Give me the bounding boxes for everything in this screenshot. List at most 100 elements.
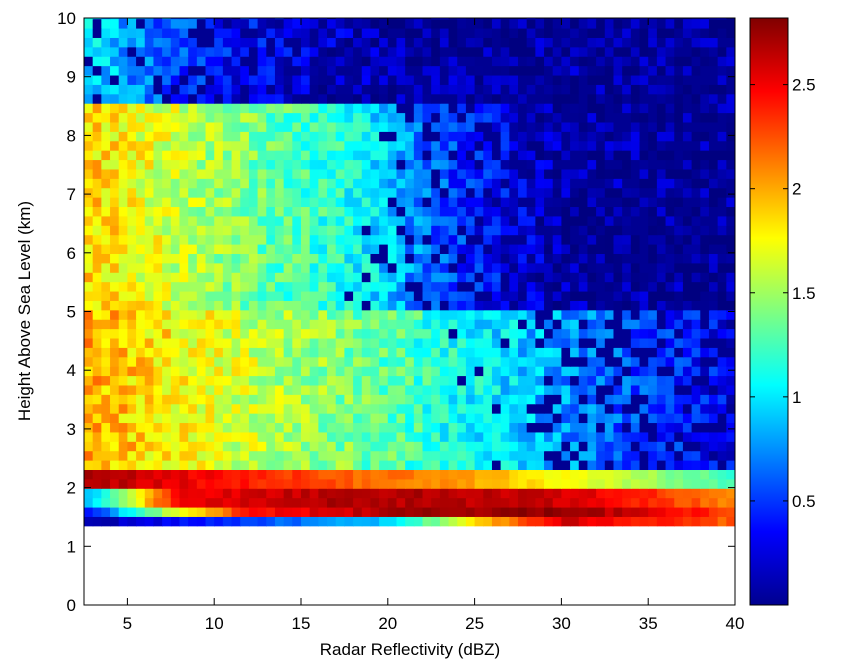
heatmap-cell (431, 187, 441, 198)
heatmap-cell (535, 488, 545, 499)
heatmap-cell (222, 37, 233, 48)
heatmap-cell (101, 403, 111, 414)
heatmap-cell (188, 103, 198, 114)
heatmap-cell (483, 159, 493, 170)
heatmap-cell (335, 506, 345, 517)
heatmap-cell (318, 290, 328, 301)
heatmap-cell (118, 328, 128, 339)
heatmap-cell (604, 93, 615, 104)
heatmap-cell (691, 403, 701, 414)
heatmap-cell (110, 65, 120, 76)
heatmap-cell (205, 225, 215, 236)
heatmap-cell (179, 272, 189, 283)
heatmap-cell (439, 243, 450, 254)
heatmap-cell (656, 112, 667, 123)
heatmap-cell (327, 234, 337, 245)
heatmap-cell (604, 131, 615, 142)
heatmap-cell (179, 516, 189, 527)
heatmap-cell (500, 290, 510, 301)
heatmap-cell (214, 337, 224, 348)
heatmap-cell (396, 300, 406, 311)
heatmap-cell (674, 121, 684, 132)
heatmap-cell (188, 168, 198, 179)
heatmap-cell (431, 403, 441, 414)
heatmap-cell (92, 441, 102, 452)
heatmap-cell (379, 262, 389, 273)
heatmap-cell (153, 384, 163, 395)
heatmap-cell (708, 253, 719, 264)
heatmap-cell (396, 37, 406, 48)
heatmap-cell (413, 215, 424, 226)
heatmap-cell (344, 131, 354, 142)
heatmap-cell (439, 290, 450, 301)
heatmap-cell (327, 460, 337, 471)
heatmap-cell (674, 319, 684, 330)
heatmap-cell (405, 18, 415, 20)
heatmap-cell (630, 103, 641, 114)
heatmap-cell (162, 328, 172, 339)
heatmap-cell (361, 187, 372, 198)
heatmap-cell (301, 356, 311, 367)
heatmap-cell (483, 65, 493, 76)
heatmap-cell (196, 225, 207, 236)
heatmap-cell (665, 243, 675, 254)
heatmap-cell (726, 403, 735, 414)
heatmap-cell (196, 18, 207, 20)
heatmap-cell (144, 375, 155, 386)
heatmap-cell (726, 168, 735, 179)
heatmap-cell (656, 84, 667, 95)
heatmap-cell (318, 460, 328, 471)
heatmap-cell (162, 506, 172, 517)
heatmap-cell (274, 375, 285, 386)
heatmap-cell (110, 488, 120, 499)
heatmap-cell (717, 225, 727, 236)
heatmap-cell (136, 65, 146, 76)
heatmap-cell (274, 112, 285, 123)
heatmap-cell (596, 356, 606, 367)
heatmap-cell (396, 262, 406, 273)
heatmap-cell (405, 243, 415, 254)
heatmap-cell (570, 281, 580, 292)
heatmap-cell (526, 319, 536, 330)
heatmap-cell (700, 460, 710, 471)
heatmap-cell (552, 178, 562, 189)
heatmap-cell (283, 187, 293, 198)
heatmap-cell (188, 253, 198, 264)
heatmap-cell (413, 309, 424, 320)
heatmap-cell (613, 356, 623, 367)
heatmap-cell (578, 488, 589, 499)
heatmap-cell (665, 450, 675, 461)
heatmap-cell (578, 281, 589, 292)
heatmap-cell (500, 262, 510, 273)
heatmap-cell (144, 281, 155, 292)
heatmap-cell (274, 225, 285, 236)
heatmap-cell (491, 140, 502, 151)
heatmap-cell (179, 46, 189, 57)
heatmap-cell (170, 309, 181, 320)
heatmap-cell (639, 516, 649, 527)
heatmap-cell (526, 328, 536, 339)
heatmap-cell (518, 197, 528, 208)
heatmap-cell (318, 403, 328, 414)
heatmap-cell (196, 422, 207, 433)
heatmap-cell (570, 478, 580, 489)
heatmap-cell (613, 159, 623, 170)
heatmap-cell (726, 18, 735, 29)
heatmap-cell (700, 366, 710, 377)
heatmap-cell (726, 112, 735, 123)
heatmap-cell (396, 309, 406, 320)
heatmap-cell (92, 150, 102, 161)
heatmap-cell (335, 37, 345, 48)
heatmap-cell (431, 18, 441, 20)
heatmap-cell (387, 290, 398, 301)
heatmap-cell (162, 403, 172, 414)
heatmap-cell (639, 337, 649, 348)
heatmap-cell (196, 506, 207, 517)
heatmap-cell (110, 140, 120, 151)
heatmap-cell (405, 460, 415, 471)
heatmap-cell (465, 234, 476, 245)
heatmap-cell (196, 488, 207, 499)
heatmap-cell (405, 253, 415, 264)
heatmap-cell (292, 309, 302, 320)
heatmap-cell (674, 497, 684, 508)
